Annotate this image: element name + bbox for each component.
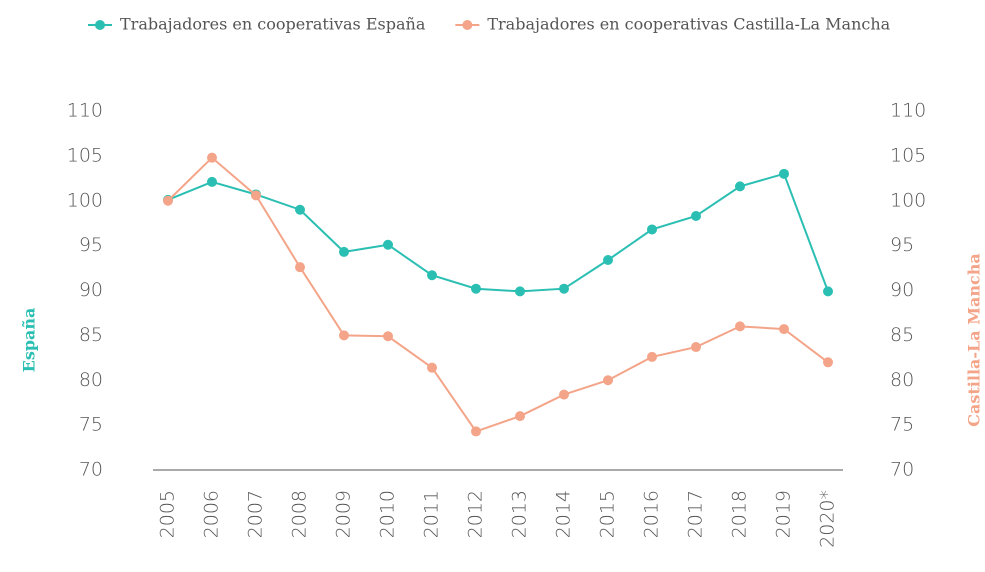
point [603, 254, 613, 265]
legend-marker [95, 20, 105, 30]
point [207, 152, 217, 163]
point [823, 286, 833, 297]
y-tick-label: 80 [79, 369, 103, 391]
x-tick-label: 2012 [465, 490, 487, 538]
y-tick-label: 110 [67, 100, 103, 122]
y-axis-title: España [20, 308, 39, 373]
y-tick-label: 100 [67, 189, 103, 211]
point [823, 357, 833, 368]
y2-tick-label: 100 [890, 189, 926, 211]
x-tick-label: 2005 [157, 490, 179, 538]
legend-label: Trabajadores en cooperativas Castilla-La… [487, 15, 890, 34]
x-tick-label: 2008 [289, 490, 311, 538]
point [647, 224, 657, 235]
x-tick-label: 2009 [333, 490, 355, 538]
y2-axis-title: Castilla-La Mancha [965, 253, 984, 426]
x-tick-label: 2013 [509, 490, 531, 538]
y-tick-label: 70 [79, 459, 103, 481]
point [691, 342, 701, 353]
x-tick-label: 2018 [729, 490, 751, 538]
legend-label: Trabajadores en cooperativas España [120, 15, 426, 34]
x-tick-label: 2017 [685, 490, 707, 538]
point [339, 330, 349, 341]
y-tick-label: 105 [67, 144, 103, 166]
y2-tick-label: 70 [890, 459, 914, 481]
x-tick-label: 2020* [817, 490, 839, 548]
point [691, 211, 701, 222]
point [559, 283, 569, 294]
point [471, 426, 481, 437]
point [647, 351, 657, 362]
x-tick-label: 2011 [421, 490, 443, 538]
legend-marker [462, 20, 473, 30]
point [471, 283, 481, 294]
y2-tick-label: 110 [890, 100, 926, 122]
x-tick-label: 2016 [641, 490, 663, 538]
y2-tick-label: 80 [890, 369, 914, 391]
point [207, 176, 217, 187]
point [515, 411, 525, 422]
x-tick-label: 2010 [377, 490, 399, 538]
y2-tick-label: 105 [890, 144, 926, 166]
point [383, 239, 393, 250]
point [779, 168, 789, 179]
point [735, 321, 745, 332]
y2-tick-label: 75 [890, 414, 914, 436]
y-tick-label: 85 [79, 324, 103, 346]
x-tick-label: 2006 [201, 490, 223, 538]
y2-tick-label: 85 [890, 324, 914, 346]
y-tick-label: 75 [79, 414, 103, 436]
point [339, 246, 349, 257]
x-tick-label: 2014 [553, 490, 575, 538]
point [427, 270, 437, 281]
x-tick-label: 2015 [597, 490, 619, 538]
y-tick-label: 95 [79, 234, 103, 256]
point [295, 204, 305, 215]
x-tick-label: 2007 [245, 490, 267, 538]
line [167, 172, 829, 293]
x-tick-label: 2019 [773, 490, 795, 538]
point [295, 262, 305, 273]
point [515, 286, 525, 297]
y2-tick-label: 90 [890, 279, 914, 301]
point [383, 331, 393, 342]
point [735, 181, 745, 192]
point [163, 195, 173, 206]
point [251, 190, 261, 201]
y-tick-label: 90 [79, 279, 103, 301]
point [779, 324, 789, 335]
point [427, 362, 437, 373]
point [603, 375, 613, 386]
y2-tick-label: 95 [890, 234, 914, 256]
line [167, 156, 829, 433]
point [559, 389, 569, 400]
